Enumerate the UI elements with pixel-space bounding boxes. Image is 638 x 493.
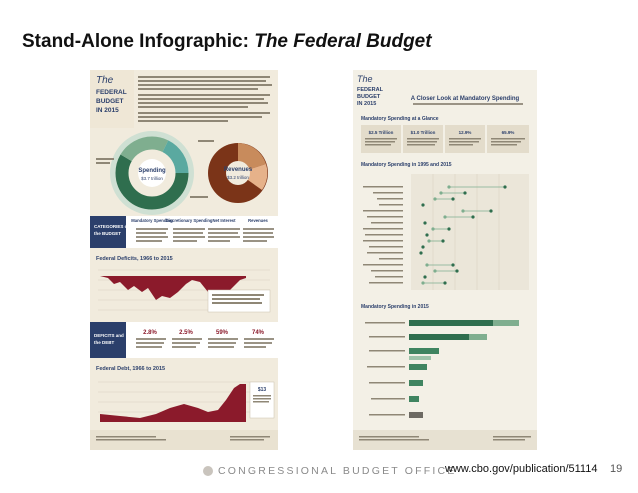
revenues-label: Revenues	[224, 167, 253, 173]
right-header-text: A Closer Look at Mandatory Spending	[411, 96, 520, 102]
right-title-budget: BUDGET	[357, 94, 381, 100]
categories-label-2: the BUDGET	[94, 231, 121, 236]
glance-title: Mandatory Spending at a Glance	[361, 116, 439, 122]
bars-title: Mandatory Spending in 2015	[361, 304, 429, 310]
page-number: 19	[610, 463, 623, 475]
comparison-title: Mandatory Spending in 1995 and 2015	[361, 162, 452, 168]
deficits-title: Federal Deficits, 1966 to 2015	[96, 256, 173, 262]
left-title-the: The	[96, 75, 114, 86]
infographic-right-svg: The FEDERAL BUDGET IN 2015 A Closer Look…	[353, 70, 537, 450]
revenues-value: $3.2 trillion	[227, 175, 249, 180]
glance-box-3: 12.9%	[459, 130, 472, 135]
slide-title-italic: The Federal Budget	[254, 31, 432, 52]
deficit-label-2: the DEBT	[94, 340, 115, 345]
left-title-year: IN 2015	[96, 107, 119, 114]
comparison-dot-chart	[363, 174, 529, 290]
infographic-federal-budget[interactable]: The FEDERAL BUDGET IN 2015 Spending $3.7…	[90, 70, 278, 450]
left-title-budget: BUDGET	[96, 98, 123, 105]
revenues-pie: Revenues $3.2 trillion	[208, 143, 268, 203]
glance-box-1: $2.5 Trillion	[369, 130, 394, 135]
glance-box-2: $1.0 Trillion	[411, 130, 436, 135]
right-title-year: IN 2015	[357, 101, 376, 107]
cbo-logo-icon	[203, 466, 213, 476]
debt-chart: $13	[98, 381, 275, 422]
left-title-federal: FEDERAL	[96, 89, 127, 96]
deficits-debt-header	[90, 322, 126, 358]
spending-label: Spending	[138, 168, 166, 174]
glance-box-4: 65.9%	[502, 130, 515, 135]
categories-header	[90, 216, 126, 248]
deficit-label-1: DEFICITS and	[94, 333, 124, 338]
category-discretionary: Discretionary Spending	[165, 218, 212, 223]
left-intro-text	[138, 76, 272, 122]
spending-donut: Spending $3.7 trillion	[110, 131, 194, 215]
right-title-federal: FEDERAL	[357, 87, 384, 93]
category-net-interest: Net Interest	[212, 218, 236, 223]
slide-title-prefix: Stand-Alone Infographic:	[22, 31, 255, 52]
right-title-the: The	[357, 74, 373, 84]
slide-title: Stand-Alone Infographic: The Federal Bud…	[22, 31, 432, 53]
category-mandatory: Mandatory Spending	[131, 218, 173, 223]
infographic-mandatory-spending[interactable]: The FEDERAL BUDGET IN 2015 A Closer Look…	[353, 70, 537, 450]
stat-2: 2.5%	[179, 330, 193, 336]
categories-label-1: CATEGORIES of	[94, 224, 129, 229]
debt-title: Federal Debt, 1966 to 2015	[96, 366, 165, 372]
footer-url-link[interactable]: www.cbo.gov/publication/51114	[445, 463, 598, 475]
spending-value: $3.7 trillion	[141, 176, 163, 181]
stat-4: 74%	[252, 330, 265, 336]
stat-3: 59%	[216, 330, 229, 336]
category-revenues: Revenues	[248, 218, 268, 223]
deficits-chart	[98, 269, 271, 313]
stat-1: 2.8%	[143, 330, 157, 336]
glance-boxes: $2.5 Trillion $1.0 Trillion 12.9% 65.9%	[361, 125, 529, 153]
mandatory-bars-chart	[365, 320, 519, 418]
infographic-left-svg: The FEDERAL BUDGET IN 2015 Spending $3.7…	[90, 70, 278, 450]
debt-box-value: $13	[258, 387, 267, 393]
footer-organization: CONGRESSIONAL BUDGET OFFICE	[218, 465, 457, 477]
